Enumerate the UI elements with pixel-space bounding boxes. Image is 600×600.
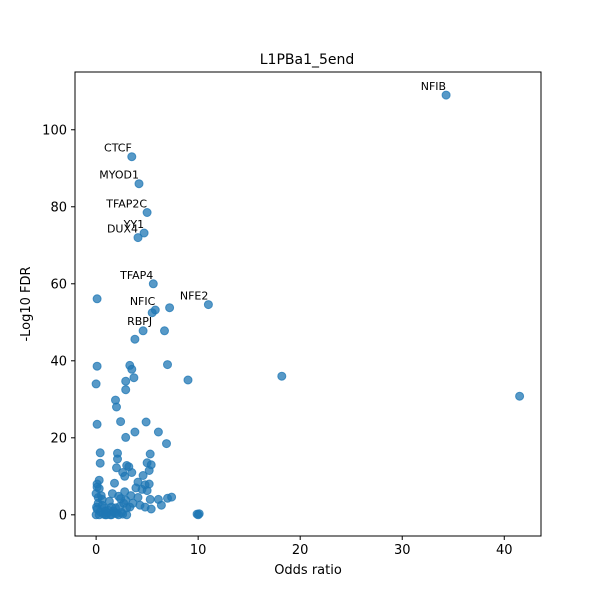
data-point (127, 152, 137, 162)
data-point (91, 379, 101, 389)
data-point (515, 391, 525, 401)
data-point (134, 179, 144, 189)
data-point (162, 439, 171, 449)
data-point (165, 303, 175, 313)
point-annotation: CTCF (104, 142, 132, 155)
data-point (92, 419, 102, 429)
data-point (203, 300, 213, 310)
point-annotation: NFIC (130, 295, 156, 308)
data-point (163, 360, 172, 370)
data-point (92, 294, 102, 304)
x-axis-label: Odds ratio (274, 563, 342, 578)
data-point (121, 376, 131, 386)
y-tick-label: 80 (50, 200, 67, 215)
data-point (138, 326, 148, 336)
data-point (92, 361, 102, 371)
data-point (148, 279, 158, 289)
x-tick-label: 40 (496, 543, 513, 558)
chart-title: L1PBa1_5end (260, 52, 355, 68)
y-tick-label: 0 (59, 508, 67, 523)
point-annotation: MYOD1 (99, 169, 139, 182)
data-point (95, 448, 105, 458)
point-annotation: NFE2 (180, 290, 209, 303)
data-point (138, 471, 148, 480)
y-tick-label: 60 (50, 277, 67, 292)
point-annotation: DUX4 (107, 223, 138, 236)
points-layer (91, 90, 525, 520)
data-point (183, 375, 193, 385)
plot-frame (74, 71, 542, 537)
data-point (129, 373, 139, 383)
data-point (127, 364, 137, 374)
data-point (118, 509, 128, 519)
data-point (141, 417, 151, 427)
data-point (145, 449, 155, 459)
y-axis: 0 20 40 60 80 100 (42, 123, 75, 523)
data-point (121, 385, 131, 395)
data-point (277, 371, 287, 381)
data-point (127, 468, 137, 477)
data-point (133, 233, 143, 243)
data-point (167, 492, 177, 502)
data-point (130, 427, 140, 437)
data-point (120, 471, 130, 481)
data-point (104, 496, 114, 506)
data-point (116, 494, 126, 504)
data-point (113, 454, 122, 464)
data-point (128, 498, 138, 508)
y-tick-label: 100 (42, 123, 67, 138)
data-point (139, 228, 149, 238)
x-axis: 0 10 20 30 40 (92, 536, 513, 558)
data-point (145, 494, 155, 504)
data-point (144, 466, 154, 475)
y-tick-label: 20 (50, 431, 67, 446)
data-point (112, 402, 121, 412)
point-annotation: RBPJ (127, 315, 152, 328)
data-point (111, 503, 120, 513)
data-point (110, 478, 119, 488)
data-point (130, 334, 140, 344)
data-point (194, 509, 204, 519)
data-point (95, 458, 105, 468)
x-tick-label: 10 (190, 543, 207, 558)
point-annotation: TFAP2C (105, 198, 147, 211)
x-tick-label: 30 (394, 543, 411, 558)
data-point (112, 463, 121, 473)
point-annotation: TFAP4 (119, 269, 153, 282)
x-tick-label: 20 (292, 543, 309, 558)
data-point (146, 504, 156, 514)
data-point (94, 475, 104, 485)
y-tick-label: 40 (50, 354, 67, 369)
data-point (142, 208, 152, 217)
data-point (160, 326, 169, 336)
x-tick-label: 0 (92, 543, 100, 558)
data-point (116, 417, 126, 427)
point-annotation: YY1 (123, 218, 144, 231)
data-point (121, 432, 131, 442)
data-point (153, 427, 163, 437)
point-annotation: NFIB (421, 80, 446, 93)
data-point (156, 500, 166, 510)
data-point (142, 486, 152, 496)
data-point (441, 90, 451, 100)
data-point (92, 502, 102, 512)
data-point (100, 510, 110, 520)
y-axis-label: -Log10 FDR (19, 266, 34, 341)
data-point (147, 308, 157, 318)
